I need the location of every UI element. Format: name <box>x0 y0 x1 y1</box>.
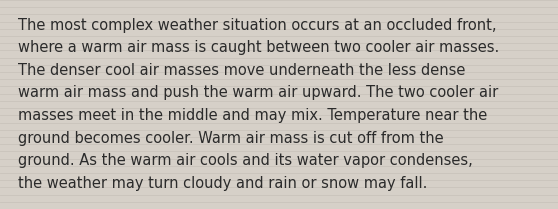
Text: masses meet in the middle and may mix. Temperature near the: masses meet in the middle and may mix. T… <box>18 108 487 123</box>
Text: The most complex weather situation occurs at an occluded front,: The most complex weather situation occur… <box>18 18 497 33</box>
Text: where a warm air mass is caught between two cooler air masses.: where a warm air mass is caught between … <box>18 40 499 55</box>
Text: warm air mass and push the warm air upward. The two cooler air: warm air mass and push the warm air upwa… <box>18 85 498 101</box>
Text: ground. As the warm air cools and its water vapor condenses,: ground. As the warm air cools and its wa… <box>18 153 473 168</box>
Text: ground becomes cooler. Warm air mass is cut off from the: ground becomes cooler. Warm air mass is … <box>18 131 444 146</box>
Text: the weather may turn cloudy and rain or snow may fall.: the weather may turn cloudy and rain or … <box>18 176 427 191</box>
Text: The denser cool air masses move underneath the less dense: The denser cool air masses move undernea… <box>18 63 465 78</box>
